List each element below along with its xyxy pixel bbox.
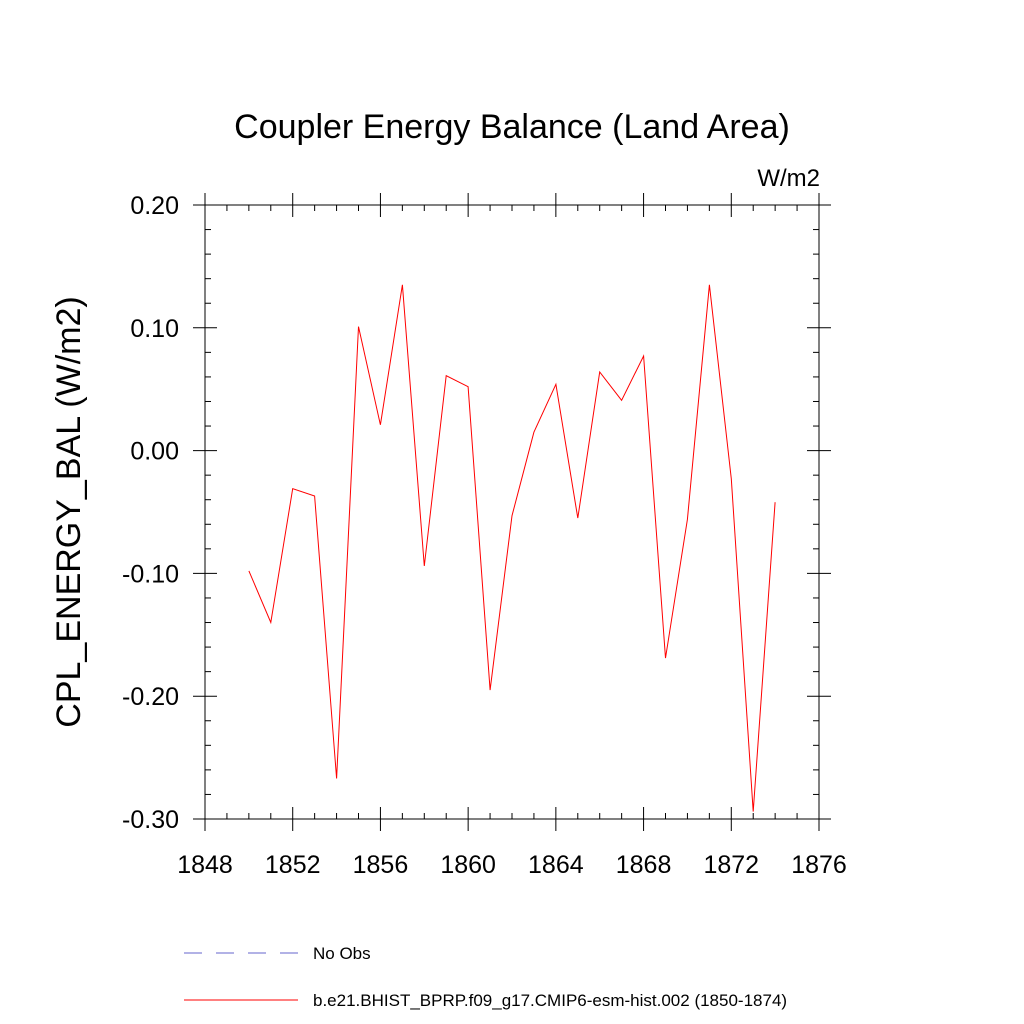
x-tick-label: 1852: [265, 851, 321, 879]
units-label: W/m2: [757, 165, 820, 192]
x-tick-label: 1872: [703, 851, 759, 879]
plot-frame: [204, 204, 820, 820]
x-tick-label: 1868: [616, 851, 672, 879]
legend-label: No Obs: [313, 944, 371, 963]
x-tick-label: 1856: [353, 851, 409, 879]
x-tick-label: 1876: [791, 851, 847, 879]
x-tick-label: 1864: [528, 851, 584, 879]
legend-label: b.e21.BHIST_BPRP.f09_g17.CMIP6-esm-hist.…: [313, 991, 787, 1010]
y-tick-label: -0.20: [122, 683, 179, 711]
axes-layer: -0.30 -0.20 -0.10 0.00 0.10 0.20 1848 1852 1856 1…: [122, 192, 847, 879]
y-tick-label: 0.10: [130, 315, 179, 343]
y-tick-label: -0.10: [122, 560, 179, 588]
legend: No Obs b.e21.BHIST_BPRP.f09_g17.CMIP6-esm…: [184, 944, 787, 1010]
series-layer: [248, 284, 776, 812]
series-line: [248, 284, 776, 812]
y-tick-label: 0.20: [130, 192, 179, 220]
y-tick-label: 0.00: [130, 438, 179, 466]
x-tick-label: 1860: [440, 851, 496, 879]
y-axis-label: CPL_ENERGY_BAL (W/m2): [50, 296, 88, 727]
y-tick-label: -0.30: [122, 806, 179, 834]
chart-title: Coupler Energy Balance (Land Area): [234, 108, 790, 146]
x-tick-label: 1848: [177, 851, 233, 879]
